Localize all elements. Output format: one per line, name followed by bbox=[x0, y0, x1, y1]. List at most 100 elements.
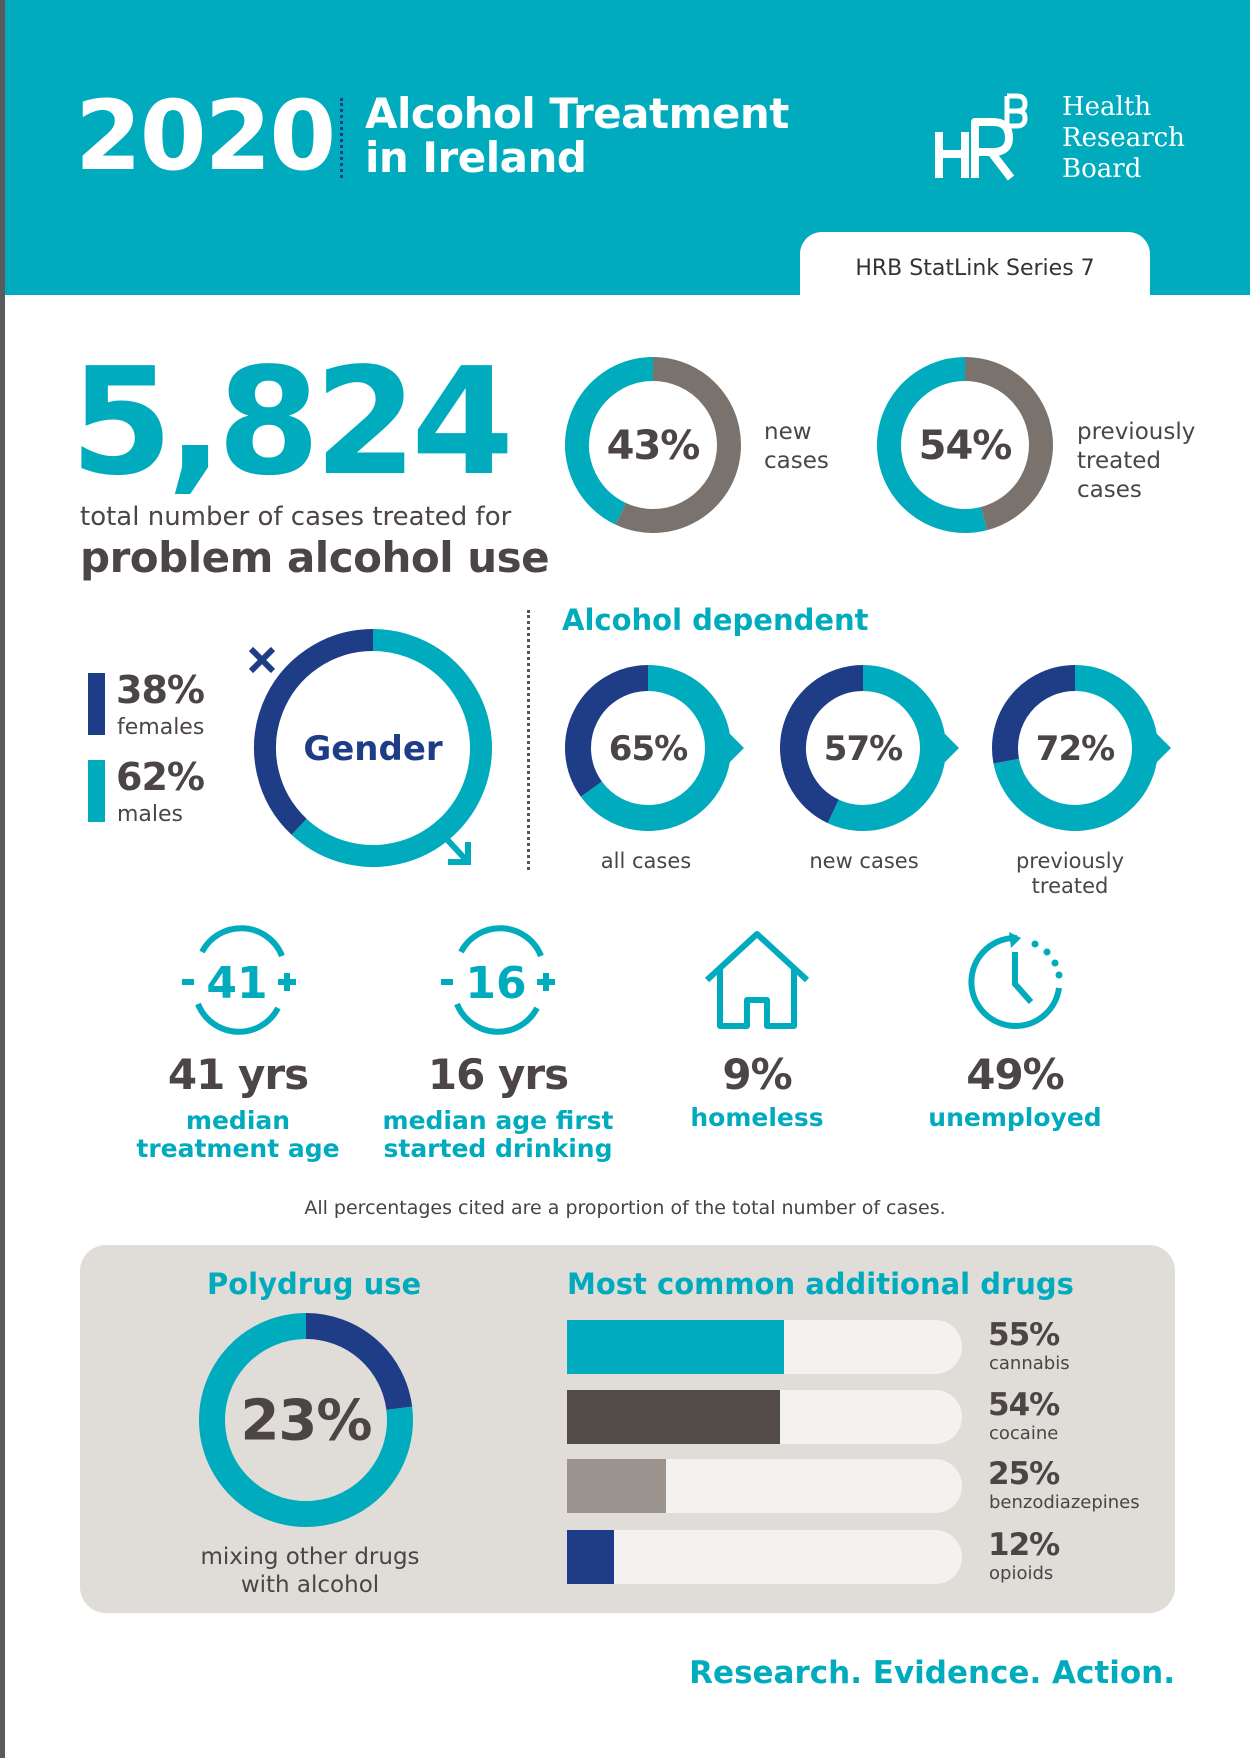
new-cases-label-text: new cases bbox=[764, 419, 829, 474]
bar-fill-cannabis bbox=[567, 1320, 784, 1374]
median-age-value: 41 yrs bbox=[167, 1050, 309, 1099]
footnote: All percentages cited are a proportion o… bbox=[304, 1197, 946, 1219]
dependent-arc bbox=[580, 665, 731, 831]
donut-polydrug: 23% bbox=[199, 1313, 413, 1527]
hrb-logo-icon bbox=[935, 93, 1028, 181]
title-line-2: in Ireland bbox=[365, 133, 587, 182]
logo-line-2: Research bbox=[1062, 123, 1185, 153]
bar-label-cannabis: cannabis bbox=[989, 1353, 1070, 1374]
female-cross-icon bbox=[248, 646, 276, 674]
median-age-label-line-1: median bbox=[185, 1106, 291, 1135]
first-drink-age-icon-text: 16 bbox=[465, 958, 526, 1009]
legend-swatch-males bbox=[88, 760, 105, 822]
females-pct: 38% bbox=[116, 668, 205, 712]
bar-label-opioids: opioids bbox=[989, 1563, 1054, 1584]
new-cases-other-arc bbox=[615, 357, 741, 533]
polydrug-title: Polydrug use bbox=[207, 1267, 422, 1301]
header-divider bbox=[340, 98, 343, 178]
median-age-icon: 41 bbox=[182, 925, 296, 1035]
non-dependent-arc bbox=[992, 665, 1076, 764]
non-dependent-arc bbox=[565, 665, 649, 797]
median-age-icon-text: 41 bbox=[206, 958, 267, 1009]
logo-line-3: Board bbox=[1062, 154, 1142, 184]
dependent-pct: 65% bbox=[609, 729, 687, 769]
males-arc bbox=[291, 629, 492, 867]
pointer-arrow-icon bbox=[943, 732, 959, 764]
first-drink-age-label: median age first started drinking bbox=[368, 1107, 628, 1163]
no-polydrug-arc bbox=[199, 1313, 413, 1527]
bar-track-benzodiazepines bbox=[567, 1459, 962, 1513]
drugs-chart-title: Most common additional drugs bbox=[567, 1267, 1074, 1301]
first-drink-age-icon: 16 bbox=[441, 925, 555, 1035]
new-cases-arc bbox=[565, 357, 654, 525]
left-edge bbox=[0, 0, 5, 1758]
dependent-previous-label-line-1: previously bbox=[1015, 849, 1125, 873]
page-title: Alcohol Treatment in Ireland bbox=[365, 92, 789, 180]
bar-track-cocaine bbox=[567, 1390, 962, 1444]
title-line-1: Alcohol Treatment bbox=[365, 89, 789, 138]
polydrug-arc bbox=[305, 1313, 413, 1411]
bar-value-benzodiazepines: 25% bbox=[988, 1456, 1060, 1492]
dependent-new-label: new cases bbox=[809, 849, 919, 873]
previously-treated-arc bbox=[877, 357, 987, 533]
new-cases-pct: 43% bbox=[607, 423, 700, 469]
total-cases-label: total number of cases treated for bbox=[80, 502, 512, 532]
dependent-pct: 72% bbox=[1036, 729, 1114, 769]
gender-center-label: Gender bbox=[303, 729, 443, 769]
first-drink-age-value: 16 yrs bbox=[427, 1050, 569, 1099]
total-cases-subject: problem alcohol use bbox=[80, 533, 550, 582]
males-pct: 62% bbox=[116, 755, 205, 799]
pointer-arrow-icon bbox=[728, 732, 744, 764]
house-icon bbox=[704, 931, 810, 1029]
male-arrow-icon bbox=[439, 831, 471, 865]
polydrug-label: mixing other drugs with alcohol bbox=[180, 1543, 440, 1599]
first-drink-age-label-line-2: started drinking bbox=[383, 1134, 613, 1163]
donut-previously-treated-label: previously treated cases bbox=[1077, 419, 1196, 503]
dependent-previous-label-line-2: treated bbox=[1031, 874, 1109, 898]
donut-dependent-previous: 72% bbox=[992, 665, 1171, 831]
bar-value-cannabis: 55% bbox=[988, 1317, 1060, 1353]
bar-fill-cocaine bbox=[567, 1390, 780, 1444]
polydrug-label-line-1: mixing other drugs bbox=[200, 1544, 420, 1570]
dependent-title: Alcohol dependent bbox=[562, 603, 869, 637]
donut-new-cases: 43% bbox=[565, 357, 741, 533]
non-dependent-arc bbox=[780, 665, 864, 824]
median-age-label: median treatment age bbox=[108, 1107, 368, 1163]
bar-fill-benzodiazepines bbox=[567, 1459, 666, 1513]
unemployed-label: unemployed bbox=[928, 1103, 1102, 1132]
donut-dependent-new: 57% bbox=[780, 665, 959, 831]
polydrug-pct: 23% bbox=[240, 1389, 371, 1454]
clock-icon bbox=[968, 932, 1063, 1029]
bar-label-benzodiazepines: benzodiazepines bbox=[989, 1492, 1140, 1513]
median-age-label-line-2: treatment age bbox=[136, 1134, 340, 1163]
bar-label-cocaine: cocaine bbox=[989, 1423, 1059, 1444]
dependent-previous-label: previously treated bbox=[980, 849, 1160, 899]
donut-dependent-all: 65% bbox=[565, 665, 744, 831]
females-label: females bbox=[117, 715, 205, 740]
bar-value-opioids: 12% bbox=[988, 1527, 1060, 1563]
dependent-arc bbox=[827, 665, 946, 831]
unemployed-value: 49% bbox=[966, 1050, 1065, 1099]
hrb-logo-text: Health Research Board bbox=[1062, 92, 1185, 185]
homeless-value: 9% bbox=[722, 1050, 792, 1099]
pointer-arrow-icon bbox=[1155, 732, 1171, 764]
previously-treated-pct: 54% bbox=[919, 423, 1012, 469]
females-arc bbox=[254, 629, 374, 835]
header-year: 2020 bbox=[75, 80, 336, 192]
donut-new-cases-label: new cases bbox=[764, 418, 844, 476]
dependent-all-label: all cases bbox=[600, 849, 692, 873]
males-label: males bbox=[117, 802, 184, 827]
legend-swatch-females bbox=[88, 673, 105, 735]
bar-value-cocaine: 54% bbox=[988, 1387, 1060, 1423]
bar-track-opioids bbox=[567, 1530, 962, 1584]
logo-line-1: Health bbox=[1062, 92, 1152, 122]
polydrug-label-line-2: with alcohol bbox=[240, 1572, 380, 1598]
bar-track-cannabis bbox=[567, 1320, 962, 1374]
dependent-arc bbox=[993, 665, 1158, 831]
bar-fill-opioids bbox=[567, 1530, 615, 1584]
series-tab: HRB StatLink Series 7 bbox=[800, 232, 1150, 298]
homeless-label: homeless bbox=[690, 1103, 824, 1132]
tagline: Research. Evidence. Action. bbox=[689, 1655, 1175, 1691]
total-cases-number: 5,824 bbox=[70, 336, 514, 508]
previously-treated-other-arc bbox=[964, 357, 1053, 531]
